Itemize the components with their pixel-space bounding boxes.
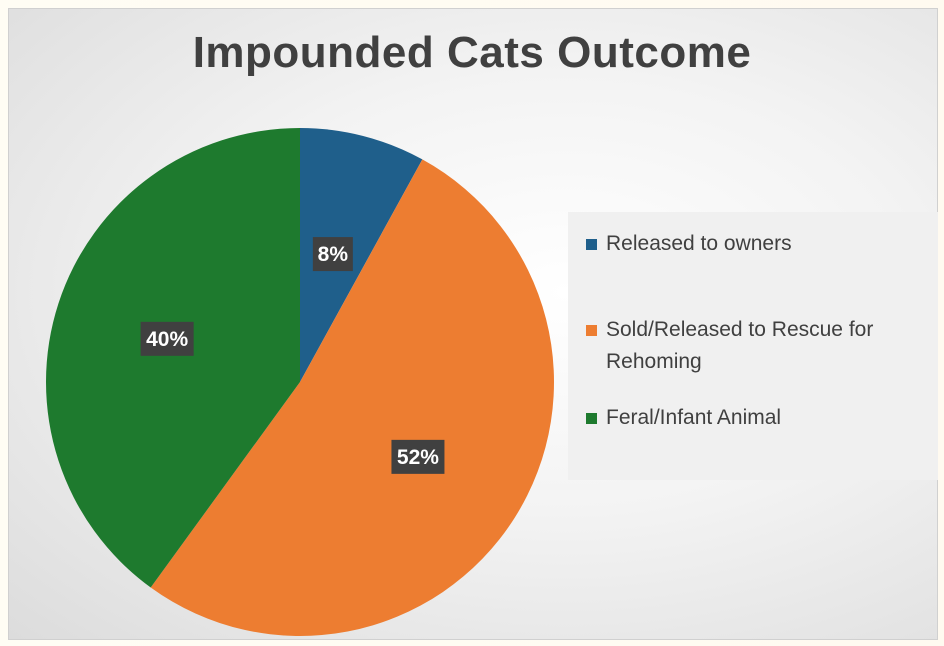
data-label-box: [391, 439, 445, 474]
data-label-sold-released-to-rescue: 52%: [397, 446, 439, 469]
legend: Released to owners Sold/Released to Resc…: [568, 212, 938, 480]
pie-slice-released-to-owners: [300, 128, 423, 382]
legend-swatch: [586, 413, 597, 424]
legend-item-feral-infant-animal: Feral/Infant Animal: [586, 402, 926, 434]
pie-slice-sold-released-to-rescue: [150, 159, 554, 636]
legend-item-sold-released-to-rescue: Sold/Released to Rescue for Rehoming: [586, 314, 926, 378]
data-label-released-to-owners: 8%: [318, 243, 349, 266]
chart-title: Impounded Cats Outcome: [192, 28, 752, 77]
legend-label-line: Rehoming: [606, 350, 702, 373]
legend-swatch: [586, 325, 597, 336]
data-label-box: [140, 321, 194, 356]
legend-label-line: Feral/Infant Animal: [606, 406, 782, 429]
legend-label-line: Sold/Released to Rescue for: [606, 318, 874, 341]
data-label-box: [312, 237, 353, 272]
legend-label: Feral/Infant Animal: [606, 402, 781, 434]
legend-label-line: Released to owners: [606, 232, 792, 255]
legend-swatch: [586, 239, 597, 250]
legend-item-released-to-owners: Released to owners: [586, 228, 926, 260]
legend-label: Released to owners: [606, 228, 792, 260]
data-label-feral-infant-animal: 40%: [146, 328, 188, 351]
pie-slice-feral-infant-animal: [46, 128, 300, 588]
legend-label: Sold/Released to Rescue for Rehoming: [606, 314, 873, 378]
